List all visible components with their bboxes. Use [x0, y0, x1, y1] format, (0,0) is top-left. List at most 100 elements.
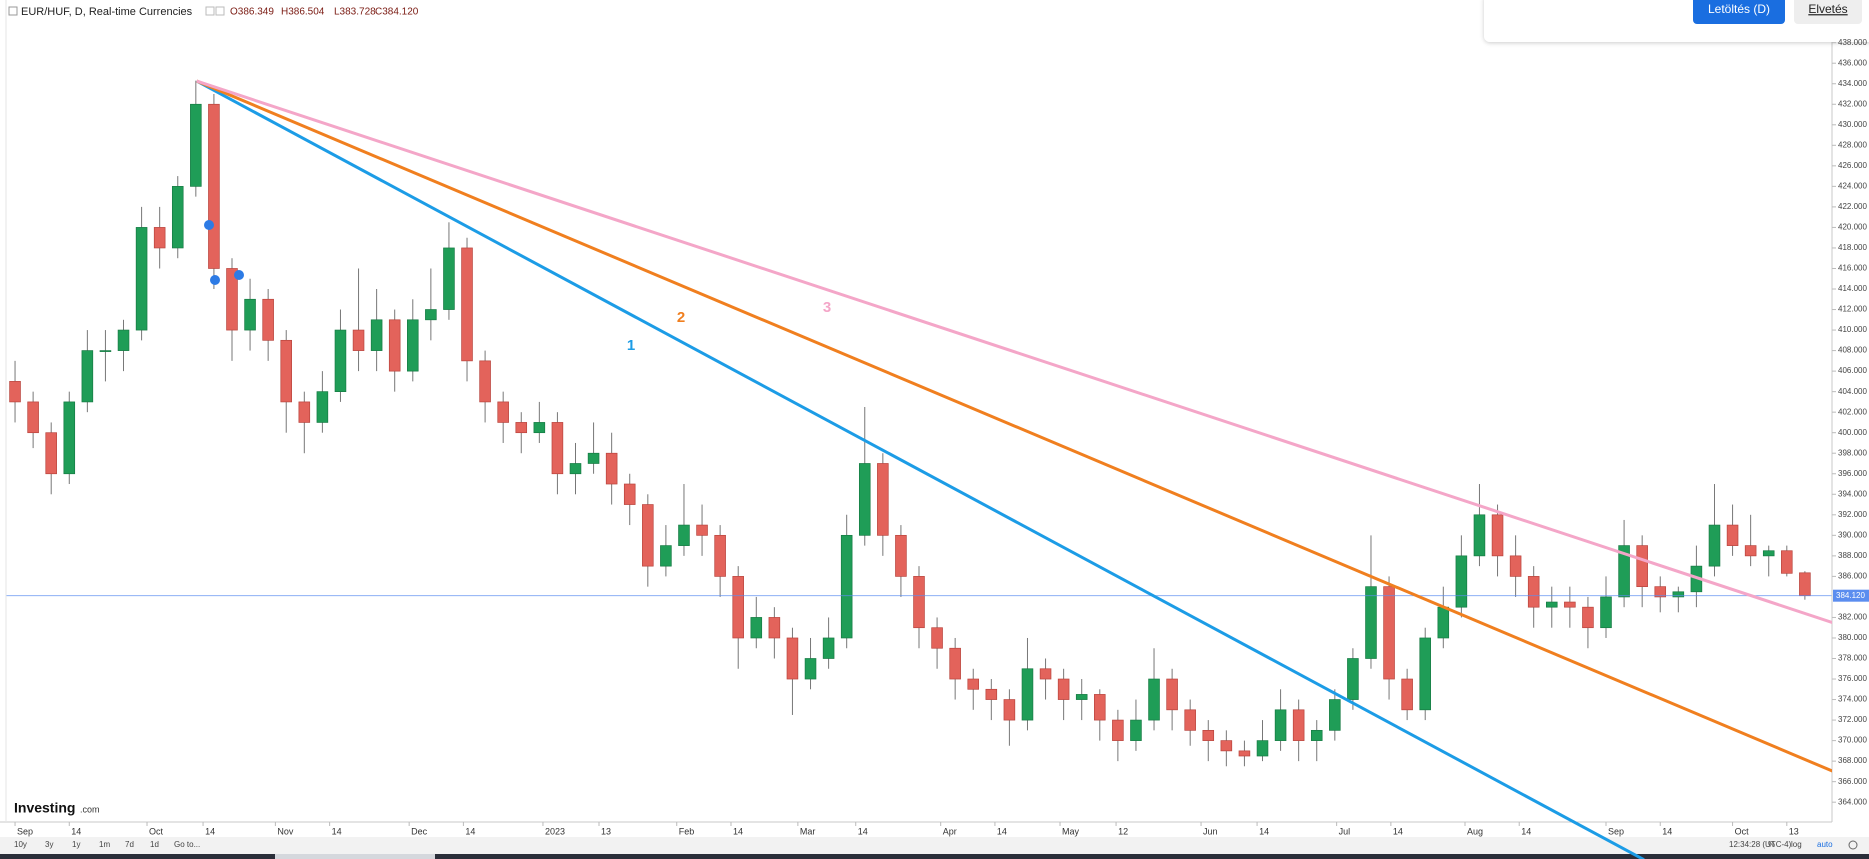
y-tick-label: 390.000: [1838, 530, 1867, 539]
close-icon[interactable]: [215, 6, 225, 16]
candle-body: [931, 627, 943, 649]
logo-suffix: .com: [80, 804, 100, 814]
gear-icon[interactable]: [1848, 840, 1858, 850]
logo-brand: Investing: [14, 800, 75, 816]
trendline: [196, 79, 1645, 859]
range-button[interactable]: 1m: [99, 840, 110, 849]
y-tick-label: 424.000: [1838, 181, 1867, 190]
x-tick-label: Jun: [1203, 826, 1218, 836]
y-tick-label: 380.000: [1838, 633, 1867, 642]
y-tick-label: 414.000: [1838, 284, 1867, 293]
y-tick-label: 418.000: [1838, 243, 1867, 252]
dismiss-button-label[interactable]: Elvetés: [1808, 2, 1847, 16]
x-tick-label: 14: [1662, 826, 1672, 836]
scale-option[interactable]: %: [1768, 840, 1775, 849]
trendline-label: 3: [823, 299, 831, 316]
range-button[interactable]: Go to...: [174, 840, 200, 849]
close-value: C384.120: [375, 7, 419, 18]
candle-body: [1654, 586, 1667, 598]
candle-body: [1744, 545, 1757, 557]
candle-body: [840, 534, 853, 639]
candle-body: [967, 678, 980, 690]
candle-body: [1274, 709, 1287, 741]
candle-body: [1292, 709, 1305, 741]
candle-body: [1473, 514, 1486, 557]
x-tick-label: 14: [858, 826, 868, 836]
trendline-label: 1: [627, 337, 635, 354]
candle-body: [370, 319, 383, 351]
candle-body: [352, 329, 365, 351]
candle-body: [1021, 668, 1034, 721]
candle-body: [1094, 694, 1106, 721]
candle-body: [587, 452, 600, 464]
event-marker[interactable]: [234, 270, 244, 280]
event-marker[interactable]: [210, 275, 220, 285]
candle-body: [913, 576, 925, 629]
candle-body: [1419, 637, 1431, 711]
candle-body: [443, 247, 455, 310]
y-tick-label: 412.000: [1838, 305, 1867, 314]
range-button[interactable]: 7d: [125, 840, 134, 849]
y-tick-label: 408.000: [1838, 346, 1867, 355]
y-tick-label: 426.000: [1838, 161, 1867, 170]
trendline: [196, 79, 1832, 773]
candle-body: [714, 534, 726, 577]
candle-body: [117, 329, 130, 351]
candle-body: [551, 422, 564, 475]
candle-body: [1545, 601, 1558, 608]
candle-body: [515, 422, 528, 434]
candle-body: [497, 401, 509, 423]
x-tick-label: Mar: [800, 826, 816, 836]
x-tick-label: Apr: [943, 826, 957, 836]
download-button[interactable]: [1693, 0, 1785, 24]
candle-body: [1112, 719, 1124, 741]
candle-body: [298, 401, 311, 423]
download-button-label[interactable]: Letöltés (D): [1708, 2, 1770, 16]
candle-body: [316, 391, 329, 423]
collapse-icon[interactable]: [8, 6, 18, 16]
range-button[interactable]: 10y: [14, 840, 27, 849]
scroll-thumb[interactable]: [275, 854, 435, 859]
candle-body: [425, 309, 437, 321]
candle-body: [1365, 586, 1377, 659]
low-value: L383.728: [334, 7, 376, 18]
range-button[interactable]: 1y: [72, 840, 80, 849]
candle-body: [135, 227, 148, 331]
candle-body: [1636, 545, 1648, 588]
candle-body: [750, 617, 763, 639]
y-tick-label: 428.000: [1838, 140, 1867, 149]
candle-body: [1401, 678, 1413, 711]
y-tick-label: 406.000: [1838, 366, 1867, 375]
range-button[interactable]: 1d: [150, 840, 159, 849]
candle-body: [1383, 586, 1395, 680]
candle-body: [1220, 740, 1233, 752]
range-button[interactable]: 3y: [45, 840, 53, 849]
candle-body: [1184, 709, 1196, 731]
candle-body: [45, 432, 57, 475]
y-tick-label: 366.000: [1838, 777, 1867, 786]
candle-body: [153, 227, 166, 249]
x-tick-label: 14: [997, 826, 1007, 836]
candle-body: [1238, 750, 1251, 757]
y-tick-label: 376.000: [1838, 674, 1867, 683]
candle-body: [949, 647, 961, 680]
x-tick-label: Oct: [149, 826, 164, 836]
candle-body: [804, 658, 817, 680]
y-tick-label: 434.000: [1838, 79, 1867, 88]
scale-option[interactable]: log: [1791, 840, 1802, 849]
candle-body: [1600, 596, 1612, 629]
scale-option[interactable]: auto: [1817, 840, 1833, 849]
dismiss-button[interactable]: [1794, 0, 1862, 24]
settings-icon[interactable]: [205, 6, 215, 16]
clock: 12:34:28 (UTC-4): [1729, 840, 1792, 849]
candle-body: [1310, 729, 1323, 741]
candle-body: [1166, 678, 1178, 711]
toolbar-items: 10y 3y 1y 1m 7d 1d Go to...% log auto: [14, 840, 1833, 849]
event-marker[interactable]: [204, 220, 214, 230]
candle-body: [407, 319, 419, 372]
candle-body: [479, 360, 491, 403]
x-tick-label: 14: [1521, 826, 1531, 836]
x-tick-label: 13: [1789, 826, 1799, 836]
candle-body: [1455, 555, 1468, 608]
